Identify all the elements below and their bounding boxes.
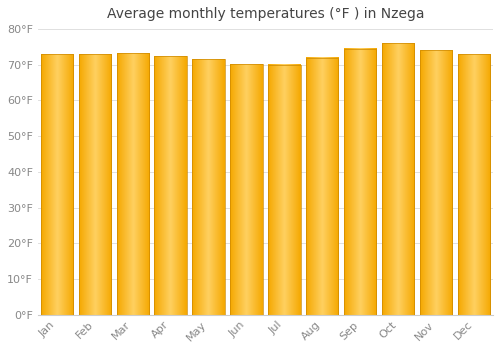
Title: Average monthly temperatures (°F ) in Nzega: Average monthly temperatures (°F ) in Nz… xyxy=(106,7,424,21)
Bar xyxy=(306,58,338,315)
Bar xyxy=(344,49,376,315)
Bar xyxy=(154,56,186,315)
Bar xyxy=(192,60,224,315)
Bar xyxy=(458,54,490,315)
Bar xyxy=(420,50,452,315)
Bar xyxy=(230,64,262,315)
Bar xyxy=(116,53,149,315)
Bar xyxy=(78,54,111,315)
Bar xyxy=(268,65,300,315)
Bar xyxy=(382,43,414,315)
Bar xyxy=(40,54,73,315)
